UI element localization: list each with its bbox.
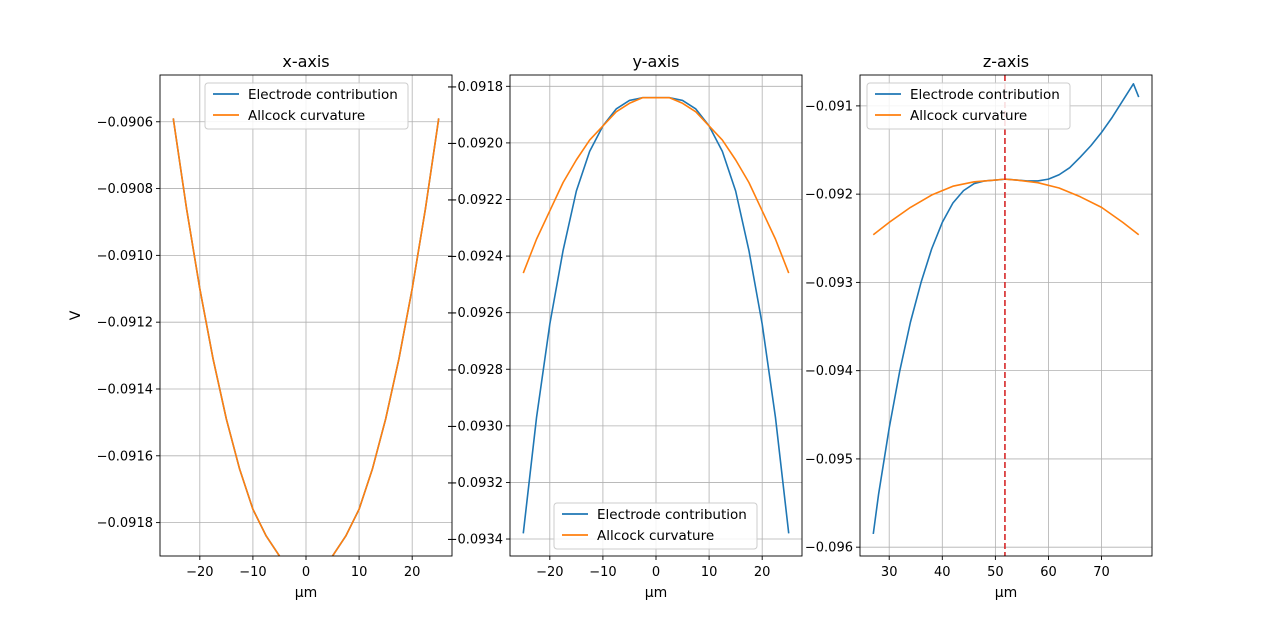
series-line: [872, 83, 1140, 535]
x-tick-label: −20: [536, 565, 563, 580]
x-tick-label: 50: [987, 565, 1004, 580]
y-tick-label: −0.095: [805, 452, 853, 467]
y-tick-label: −0.091: [805, 99, 853, 114]
legend-label: Allcock curvature: [910, 108, 1027, 124]
panel-title: y-axis: [632, 52, 679, 71]
x-tick-label: 0: [302, 565, 310, 580]
panel-3: 30 40 50 60 70 −0.096 −0.095 −0.094 −0.093 −0.092…: [805, 52, 1153, 601]
y-tick-label: −0.0924: [447, 250, 503, 265]
series-line: [522, 96, 790, 274]
panel-title: z-axis: [983, 52, 1029, 71]
series-group: [172, 118, 440, 556]
x-axis-label: µm: [645, 585, 668, 601]
y-tick-label: −0.093: [805, 276, 853, 291]
y-tick-label: −0.0918: [97, 516, 153, 531]
y-tick-label: −0.0926: [447, 306, 503, 321]
legend-box: [553, 502, 758, 550]
y-tick-label: −0.0916: [97, 449, 153, 464]
series-line: [872, 178, 1140, 236]
y-tick-label: −0.0930: [447, 419, 503, 434]
y-tick-label: −0.0922: [447, 193, 503, 208]
legend-label: Electrode contribution: [597, 507, 747, 523]
x-tick-label: 30: [881, 565, 898, 580]
legend: Electrode contribution Allcock curvature: [204, 82, 409, 130]
x-tick-label: 70: [1093, 565, 1110, 580]
panel-2: −20 −10 0 10 20 −0.0934 −0.0932 −0.0930 −0.0928 −…: [447, 52, 803, 601]
y-tick-label: −0.094: [805, 364, 853, 379]
x-axis-label: µm: [295, 585, 318, 601]
x-tick-label: −20: [186, 565, 213, 580]
legend: Electrode contribution Allcock curvature: [553, 502, 758, 550]
x-tick-label: 20: [754, 565, 771, 580]
x-tick-label: 0: [652, 565, 660, 580]
y-axis-label: V: [68, 310, 84, 320]
legend-label: Allcock curvature: [597, 528, 714, 544]
x-tick-label: 10: [351, 565, 368, 580]
panel-1: −20 −10 0 10 20 −0.0918 −0.0916 −0.0914 −0.0912 −…: [68, 52, 453, 601]
y-tick-label: −0.092: [805, 188, 853, 203]
legend-box: [866, 82, 1071, 130]
x-tick-label: 10: [701, 565, 718, 580]
series-group: [522, 96, 790, 534]
panel-title: x-axis: [282, 52, 329, 71]
y-tick-label: −0.0920: [447, 136, 503, 151]
legend-label: Electrode contribution: [910, 87, 1060, 103]
y-tick-label: −0.0912: [97, 316, 153, 331]
axes-frame: [859, 74, 1153, 557]
series-group: [872, 83, 1140, 535]
legend-label: Allcock curvature: [248, 108, 365, 124]
y-tick-label: −0.0928: [447, 363, 503, 378]
y-tick-label: −0.096: [805, 541, 853, 556]
legend-box: [204, 82, 409, 130]
series-line: [172, 118, 440, 556]
x-axis-label: µm: [995, 585, 1018, 601]
x-tick-label: −10: [239, 565, 266, 580]
y-tick-label: −0.0906: [97, 115, 153, 130]
legend-label: Electrode contribution: [248, 87, 398, 103]
y-tick-label: −0.0934: [447, 533, 503, 548]
x-tick-label: 60: [1040, 565, 1057, 580]
x-tick-label: 20: [404, 565, 421, 580]
y-tick-label: −0.0918: [447, 80, 503, 95]
x-tick-label: 40: [934, 565, 951, 580]
y-tick-label: −0.0908: [97, 182, 153, 197]
legend: Electrode contribution Allcock curvature: [866, 82, 1071, 130]
x-tick-label: −10: [589, 565, 616, 580]
y-tick-label: −0.0910: [97, 249, 153, 264]
y-tick-label: −0.0914: [97, 382, 153, 397]
y-tick-label: −0.0932: [447, 476, 503, 491]
